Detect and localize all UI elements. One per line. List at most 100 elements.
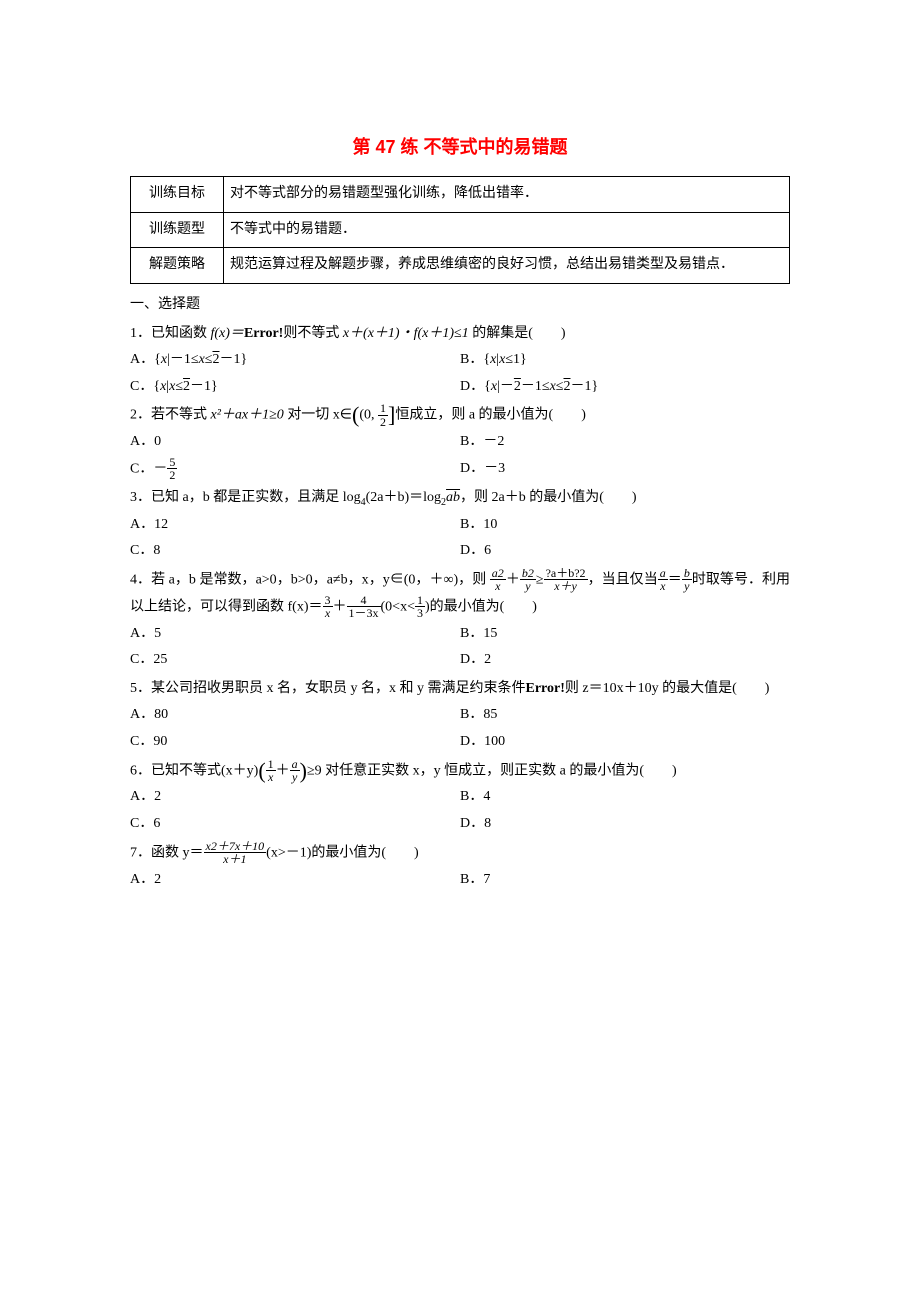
opt-label: A．	[130, 789, 154, 804]
question-5: 5．某公司招收男职员 x 名，女职员 y 名，x 和 y 需满足约束条件Erro…	[130, 676, 790, 703]
frac-den: 3	[415, 607, 425, 620]
frac-den: x	[490, 580, 506, 593]
q4-opt-c: C．25	[130, 647, 460, 674]
q3-post: ，则 2a＋b 的最小值为( )	[460, 490, 637, 505]
frac-den: x＋1	[204, 853, 267, 866]
q2-interval: (0, 12	[359, 402, 388, 428]
frac-num: b	[682, 567, 692, 581]
ge: ≥	[536, 572, 544, 587]
opt-val: －3	[484, 461, 505, 476]
q5-error: Error!	[526, 681, 565, 696]
table-row: 解题策略 规范运算过程及解题步骤，养成思维缜密的良好习惯，总结出易错类型及易错点…	[131, 248, 790, 284]
frac: ax	[658, 567, 668, 593]
frac-num: 1	[266, 758, 276, 772]
info-table: 训练目标 对不等式部分的易错题型强化训练，降低出错率． 训练题型 不等式中的易错…	[130, 176, 790, 284]
plus2: ＋	[333, 599, 347, 614]
opt-val: 15	[483, 626, 497, 641]
plus: ＋	[276, 763, 290, 778]
q1-expr: x＋(x＋1)・f(x＋1)≤1	[343, 326, 469, 341]
q1-stem-pre: 1．已知函数	[130, 326, 211, 341]
q6-opt-d: D．8	[460, 811, 790, 838]
frac: 52	[167, 456, 177, 482]
q4-post: )的最小值为( )	[425, 599, 537, 614]
q1-post2: 的解集是( )	[469, 326, 566, 341]
frac: 3x	[323, 594, 333, 620]
opt-val: 4	[483, 789, 490, 804]
opt-label: D．	[460, 543, 484, 558]
opt-val: 100	[484, 734, 505, 749]
opt-label: D．	[460, 379, 484, 394]
q6-opt-b: B．4	[460, 784, 790, 811]
opt-val: 2	[154, 872, 161, 887]
opt-val: 25	[153, 652, 167, 667]
table-content: 对不等式部分的易错题型强化训练，降低出错率．	[224, 177, 790, 213]
q3-opt-b: B．10	[460, 512, 790, 539]
rparen-icon: )	[300, 758, 307, 783]
opt-label: B．	[460, 626, 483, 641]
opt-val: 12	[154, 517, 168, 532]
opt-val: 10	[483, 517, 497, 532]
q6-pre: 6．已知不等式(x＋y)	[130, 763, 258, 778]
frac: x2＋7x＋10x＋1	[204, 840, 267, 866]
opt-label: C．	[130, 652, 153, 667]
frac: 13	[415, 594, 425, 620]
q4-mid3: (0<x<	[381, 599, 415, 614]
opt-label: A．	[130, 517, 154, 532]
q1-opt-c: C．{x|x≤2－1}	[130, 374, 460, 401]
table-row: 训练目标 对不等式部分的易错题型强化训练，降低出错率．	[131, 177, 790, 213]
q6-post: ≥9 对任意正实数 x，y 恒成立，则正实数 a 的最小值为( )	[307, 763, 677, 778]
frac-num: ?a＋b?2	[544, 567, 588, 581]
frac-den: x	[658, 580, 668, 593]
q2-expr: x²＋ax＋1≥0	[211, 408, 284, 423]
q6-opt-c: C．6	[130, 811, 460, 838]
opt-label: B．	[460, 517, 483, 532]
opt-label: D．	[460, 734, 484, 749]
frac-den: x	[266, 771, 276, 784]
frac-den: 1－3x	[347, 607, 381, 620]
q5-opt-d: D．100	[460, 729, 790, 756]
q5-post: 则 z＝10x＋10y 的最大值是( )	[565, 681, 770, 696]
plus: ＋	[506, 572, 520, 587]
opt-label: C．	[130, 816, 153, 831]
q4-pre: 4．若 a，b 是常数，a>0，b>0，a≠b，x，y∈(0，＋∞)，则	[130, 572, 486, 587]
opt-label: D．	[460, 816, 484, 831]
frac-den: y	[520, 580, 536, 593]
opt-label: C．	[130, 461, 153, 476]
opt-val: －2	[483, 434, 504, 449]
q2-pre: 2．若不等式	[130, 408, 211, 423]
opt-label: B．	[460, 789, 483, 804]
lparen-icon: (	[258, 758, 265, 783]
opt-label: A．	[130, 434, 154, 449]
frac: b2y	[520, 567, 536, 593]
frac: ay	[290, 758, 300, 784]
frac-den: 2	[167, 469, 177, 482]
question-4: 4．若 a，b 是常数，a>0，b>0，a≠b，x，y∈(0，＋∞)，则 a2x…	[130, 567, 790, 621]
opt-val: 7	[483, 872, 490, 887]
q7-options: A．2 B．7	[130, 867, 790, 894]
q1-post1: 则不等式	[283, 326, 343, 341]
table-label: 解题策略	[131, 248, 224, 284]
opt-label: B．	[460, 434, 483, 449]
q5-opt-c: C．90	[130, 729, 460, 756]
opt-val: 2	[154, 789, 161, 804]
q1-options: A．{x|－1≤x≤2－1} B．{x|x≤1} C．{x|x≤2－1} D．{…	[130, 347, 790, 400]
frac-den: x＋y	[544, 580, 588, 593]
q2-opt-b: B．－2	[460, 429, 790, 456]
q4-opt-a: A．5	[130, 621, 460, 648]
table-content: 规范运算过程及解题步骤，养成思维缜密的良好习惯，总结出易错类型及易错点．	[224, 248, 790, 284]
table-content: 不等式中的易错题．	[224, 212, 790, 248]
q7-opt-b: B．7	[460, 867, 790, 894]
frac: a2x	[490, 567, 506, 593]
frac-num: x2＋7x＋10	[204, 840, 267, 854]
q3-mid1: (2a＋b)＝log	[366, 490, 441, 505]
opt-val: 5	[154, 626, 161, 641]
opt-val: 2	[484, 652, 491, 667]
opt-val: 0	[154, 434, 161, 449]
q5-options: A．80 B．85 C．90 D．100	[130, 702, 790, 755]
opt-val: 8	[153, 543, 160, 558]
q1-opt-a: A．{x|－1≤x≤2－1}	[130, 347, 460, 374]
q2-options: A．0 B．－2 C．－52 D．－3	[130, 429, 790, 483]
q5-opt-a: A．80	[130, 702, 460, 729]
q1-fx: f(x)＝	[211, 326, 244, 341]
q3-opt-a: A．12	[130, 512, 460, 539]
